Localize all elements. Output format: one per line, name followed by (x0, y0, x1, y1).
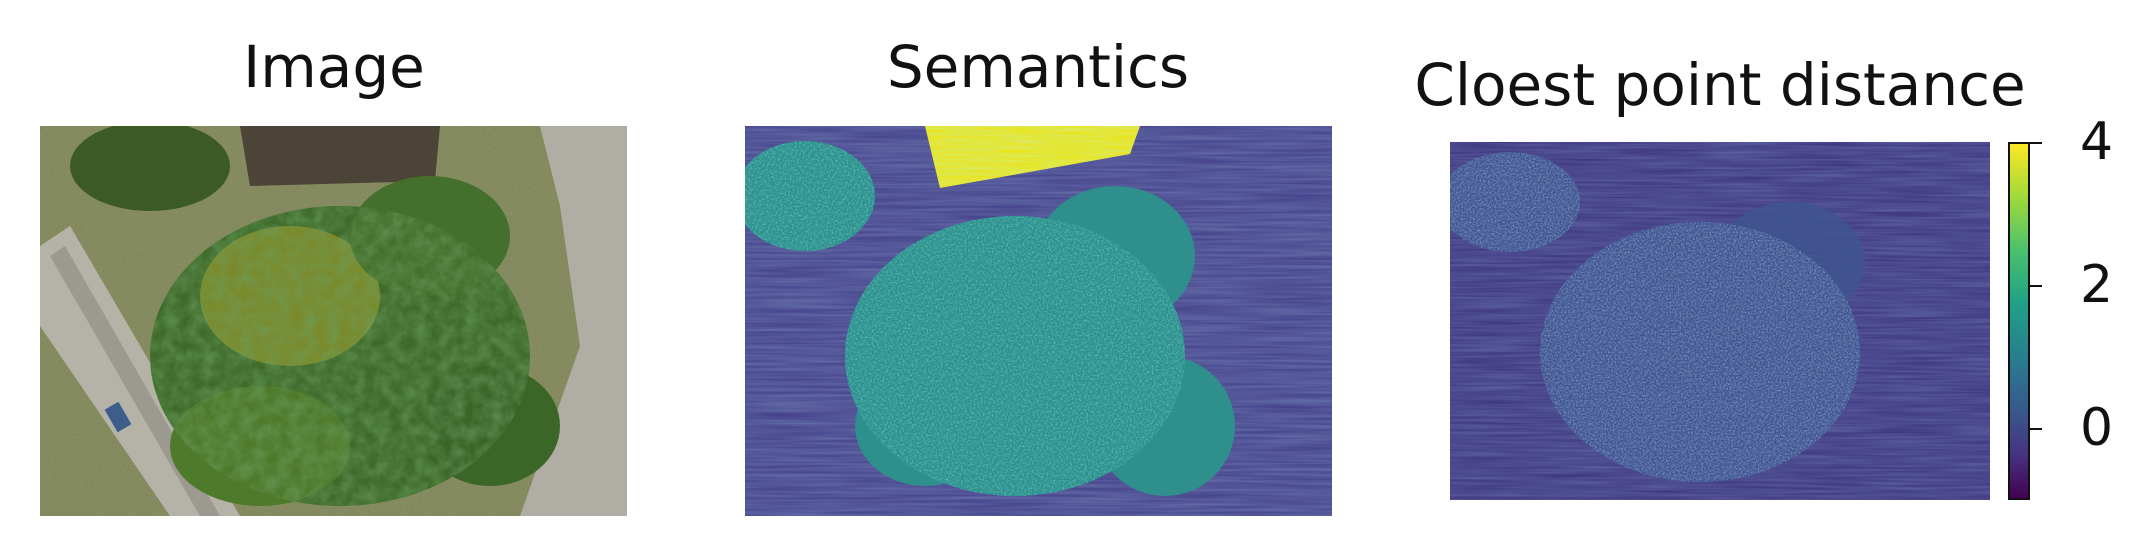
tree-canopy (70, 126, 560, 506)
colorbar-label-4: 4 (2080, 112, 2114, 172)
colorbar-label-0: 0 (2080, 398, 2114, 458)
colorbar-tick-2 (2030, 285, 2042, 287)
colorbar-tick-4 (2030, 142, 2042, 144)
distance-map (1450, 142, 1990, 500)
colorbar-tick-0 (2030, 428, 2042, 430)
colorbar (2008, 142, 2030, 500)
distance-panel (1450, 142, 1990, 500)
semantics-map (745, 126, 1332, 516)
distance-panel-title: Cloest point distance (1414, 51, 2026, 119)
colorbar-label-2: 2 (2080, 255, 2114, 315)
semantics-panel (745, 126, 1332, 516)
image-panel-title: Image (243, 33, 425, 101)
aerial-photo (40, 126, 627, 516)
semantics-panel-title: Semantics (886, 33, 1190, 101)
aerial-photo-panel (40, 126, 627, 516)
